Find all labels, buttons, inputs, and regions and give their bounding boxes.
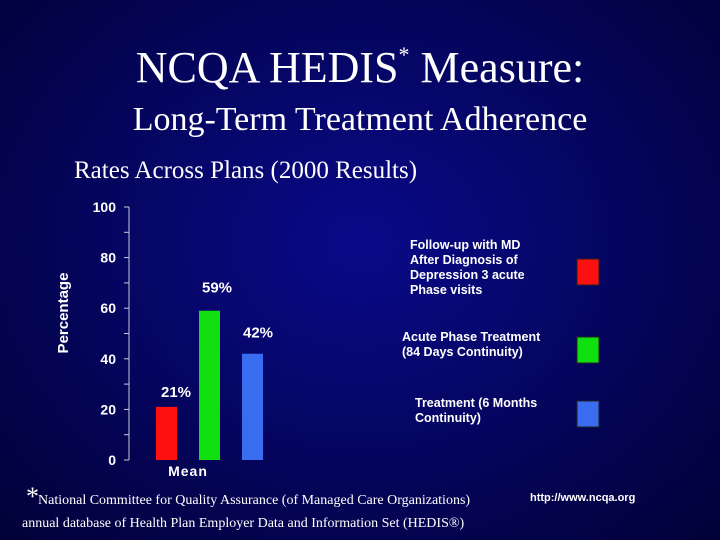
legend-label: Treatment (6 Months Continuity)	[415, 396, 537, 425]
title-text: NCQA HEDIS	[135, 43, 399, 92]
y-axis-label: Percentage	[55, 273, 72, 354]
footnote-line-2: annual database of Health Plan Employer …	[22, 516, 465, 531]
legend-label: Follow-up with MD After Diagnosis of Depre…	[410, 238, 525, 297]
legend-swatch	[576, 336, 600, 364]
y-tick-label: 40	[100, 351, 116, 367]
bar	[242, 353, 263, 460]
slide-title: NCQA HEDIS* Measure:	[0, 43, 720, 92]
data-label: 21%	[161, 384, 191, 401]
bar	[199, 310, 220, 460]
slide-subtitle: Long-Term Treatment Adherence	[132, 101, 588, 138]
title-footnote-mark: *	[398, 42, 410, 67]
legend-label: Acute Phase Treatment (84 Days Continuity…	[402, 330, 541, 359]
y-tick-label: 60	[100, 300, 116, 316]
y-tick-label: 20	[100, 401, 116, 417]
bar	[156, 406, 177, 460]
footnote-mark: *	[26, 482, 39, 511]
y-tick-label: 80	[100, 250, 116, 266]
chart-caption: Rates Across Plans (2000 Results)	[74, 157, 418, 184]
bar-chart: 0 20 40 60 80 100 Percentage 21% 59% 42% Mean Follo…	[55, 199, 600, 479]
y-tick-label: 0	[108, 452, 116, 468]
title-suffix: Measure:	[420, 43, 585, 92]
category-label: Mean	[168, 463, 208, 479]
y-tick-label: 100	[93, 199, 117, 215]
legend-swatch	[576, 400, 600, 428]
footnote-line-1: National Committee for Quality Assurance…	[38, 493, 471, 508]
legend-swatch	[576, 258, 600, 286]
data-label: 42%	[243, 325, 273, 342]
data-label: 59%	[202, 280, 232, 297]
source-url: http://www.ncqa.org	[530, 492, 636, 504]
